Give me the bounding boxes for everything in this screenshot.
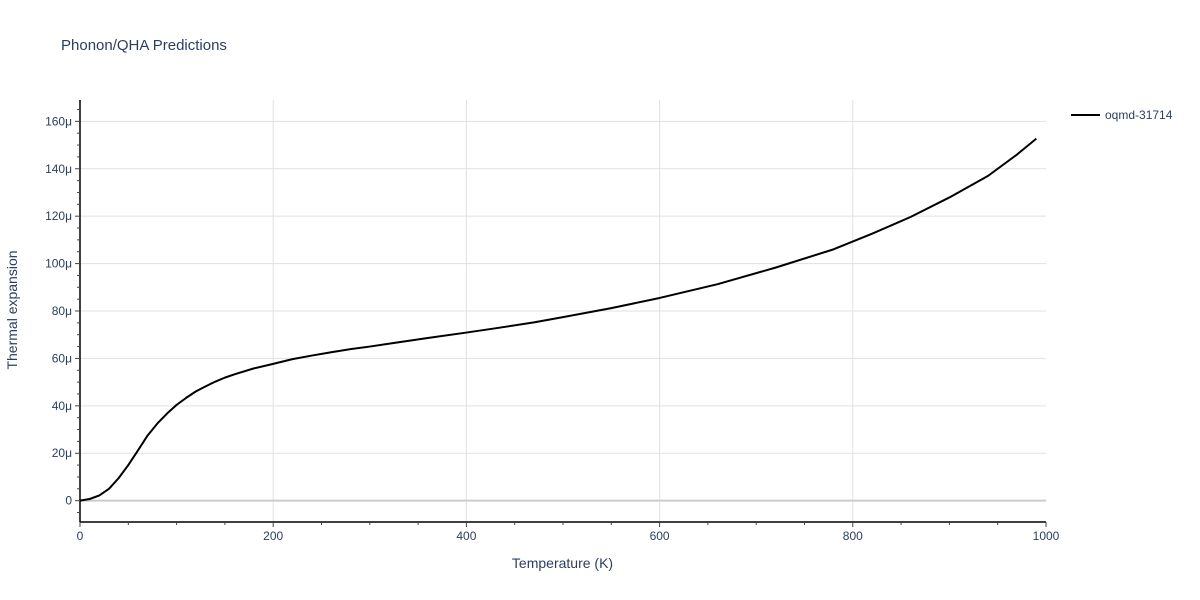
y-axis-title: Thermal expansion <box>4 250 20 369</box>
axis-layer: 0 200 400 600 800 1000 0 20μ 40μ 60μ 80μ 100μ 120μ 14… <box>45 100 1060 543</box>
y-tick-label: 100μ <box>45 257 72 271</box>
y-tick-label: 160μ <box>45 114 72 128</box>
x-axis-title: Temperature (K) <box>512 555 613 571</box>
y-tick-label: 120μ <box>45 209 72 223</box>
chart-title: Phonon/QHA Predictions <box>61 37 227 54</box>
series-layer <box>79 137 1037 502</box>
legend-label[interactable]: oqmd-31714 <box>1105 108 1173 122</box>
y-tick-label: 140μ <box>45 162 72 176</box>
grid-layer <box>80 100 1046 522</box>
x-tick-label: 600 <box>650 529 670 543</box>
series-line-oqmd-31714 <box>79 137 1037 502</box>
x-tick-label: 400 <box>456 529 476 543</box>
x-tick-label: 0 <box>77 529 84 543</box>
x-tick-label: 1000 <box>1033 529 1060 543</box>
y-tick-label: 40μ <box>52 399 72 413</box>
legend[interactable]: oqmd-31714 <box>1071 108 1173 122</box>
y-tick-label: 60μ <box>52 351 72 365</box>
x-tick-label: 200 <box>263 529 283 543</box>
x-tick-label: 800 <box>843 529 863 543</box>
y-tick-label: 80μ <box>52 304 72 318</box>
y-tick-label: 0 <box>65 494 72 508</box>
y-tick-label: 20μ <box>52 446 72 460</box>
